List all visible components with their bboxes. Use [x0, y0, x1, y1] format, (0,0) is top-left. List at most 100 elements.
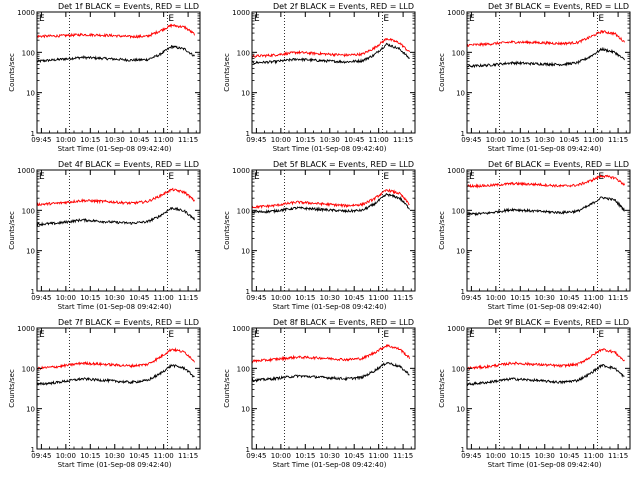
x-axis-label: Start Time (01-Sep-08 09:42:40) — [58, 145, 172, 153]
chart-title: Det 8f BLACK = Events, RED = LLD — [273, 318, 414, 327]
x-tick-label: 10:15 — [295, 136, 315, 144]
event-marker-label: E — [168, 14, 174, 24]
x-axis-label: Start Time (01-Sep-08 09:42:40) — [58, 303, 172, 311]
y-tick-label: 1 — [461, 446, 465, 454]
x-tick-label: 11:00 — [154, 136, 174, 144]
lld-series-line — [466, 174, 625, 189]
y-axis-label: Counts/sec — [223, 369, 231, 408]
x-tick-label: 10:15 — [510, 136, 530, 144]
start-marker-label: E — [39, 172, 45, 182]
x-tick-label: 10:30 — [320, 452, 340, 460]
x-tick-label: 09:45 — [461, 452, 481, 460]
x-tick-label: 10:15 — [80, 452, 100, 460]
x-axis-label: Start Time (01-Sep-08 09:42:40) — [488, 145, 602, 153]
lld-series-line — [251, 188, 410, 209]
x-tick-label: 11:00 — [369, 136, 389, 144]
y-tick-label: 100 — [237, 365, 250, 373]
chart-title: Det 1f BLACK = Events, RED = LLD — [58, 2, 199, 11]
y-tick-label: 10 — [456, 90, 465, 98]
x-tick-label: 09:45 — [31, 294, 51, 302]
y-tick-label: 10 — [241, 90, 250, 98]
plot-frame — [251, 11, 416, 134]
x-tick-label: 10:30 — [105, 294, 125, 302]
x-tick-label: 10:45 — [129, 136, 149, 144]
x-tick-label: 09:45 — [461, 294, 481, 302]
x-tick-label: 10:45 — [559, 452, 579, 460]
chart-panel: Det 5f BLACK = Events, RED = LLD E E 1 10 100… — [223, 160, 416, 311]
y-tick-label: 1000 — [447, 9, 465, 17]
y-tick-label: 100 — [452, 207, 465, 215]
y-tick-label: 1 — [246, 288, 250, 296]
x-tick-label: 10:00 — [486, 294, 506, 302]
lld-series-line — [36, 187, 195, 207]
chart-panel: Det 6f BLACK = Events, RED = LLDEE110100… — [438, 160, 631, 311]
x-tick-label: 11:15 — [178, 136, 198, 144]
event-marker-label: E — [168, 172, 174, 182]
x-tick-label: 09:45 — [461, 136, 481, 144]
y-tick-label: 100 — [237, 49, 250, 57]
y-tick-label: 1 — [461, 288, 465, 296]
x-tick-label: 10:45 — [129, 294, 149, 302]
x-tick-label: 10:15 — [510, 294, 530, 302]
y-axis-label: Counts/sec — [438, 53, 446, 92]
x-axis-label: Start Time (01-Sep-08 09:42:40) — [488, 303, 602, 311]
x-tick-label: 11:00 — [584, 294, 604, 302]
chart-title: Det 3f BLACK = Events, RED = LLD — [488, 2, 629, 11]
y-axis-label: Counts/sec — [8, 369, 16, 408]
x-tick-label: 10:30 — [320, 136, 340, 144]
events-series-line — [36, 206, 195, 227]
lld-series-line — [251, 343, 410, 364]
chart-panel: Det 3f BLACK = Events, RED = LLD E E 1 10 100… — [438, 2, 631, 153]
x-tick-label: 09:45 — [246, 452, 266, 460]
y-tick-label: 100 — [22, 49, 35, 57]
chart-panel: Det 1f BLACK = Events, RED = LLD E E 1 10 100… — [8, 2, 201, 153]
x-tick-label: 11:00 — [154, 294, 174, 302]
x-tick-label: 09:45 — [246, 294, 266, 302]
y-tick-label: 1 — [31, 446, 35, 454]
x-tick-label: 10:30 — [320, 294, 340, 302]
x-tick-label: 10:00 — [56, 452, 76, 460]
y-tick-label: 100 — [452, 49, 465, 57]
x-axis-label: Start Time (01-Sep-08 09:42:40) — [273, 303, 387, 311]
x-tick-label: 10:30 — [535, 452, 555, 460]
x-tick-label: 11:15 — [393, 136, 413, 144]
x-tick-label: 10:00 — [486, 136, 506, 144]
y-tick-label: 1 — [461, 130, 465, 138]
plot-frame — [251, 169, 416, 292]
chart-title: Det 2f BLACK = Events, RED = LLD — [273, 2, 414, 11]
chart-panel: Det 2f BLACK = Events, RED = LLD E E 1 10 100… — [223, 2, 416, 153]
y-tick-label: 1000 — [447, 167, 465, 175]
x-tick-label: 11:00 — [584, 136, 604, 144]
x-tick-label: 10:15 — [510, 452, 530, 460]
x-tick-label: 10:45 — [559, 294, 579, 302]
start-marker-label: E — [39, 14, 45, 24]
y-tick-label: 1 — [31, 288, 35, 296]
x-tick-label: 11:00 — [369, 452, 389, 460]
event-marker-label: E — [383, 330, 389, 340]
events-series-line — [466, 363, 625, 387]
y-tick-label: 10 — [241, 248, 250, 256]
lld-series-line — [36, 23, 195, 39]
events-series-line — [466, 196, 625, 217]
plot-frame — [36, 11, 201, 134]
start-marker-label: E — [254, 172, 260, 182]
x-axis-label: Start Time (01-Sep-08 09:42:40) — [58, 461, 172, 469]
event-marker-label: E — [598, 330, 604, 340]
y-tick-label: 1 — [31, 130, 35, 138]
event-marker-label: E — [383, 14, 389, 24]
event-marker-label: E — [383, 172, 389, 182]
start-marker-label: E — [254, 14, 260, 24]
x-tick-label: 10:30 — [535, 136, 555, 144]
x-tick-label: 11:15 — [608, 452, 628, 460]
x-tick-label: 10:00 — [271, 294, 291, 302]
y-tick-label: 1000 — [17, 9, 35, 17]
x-tick-label: 10:00 — [271, 136, 291, 144]
start-marker-label: E — [469, 172, 475, 182]
y-axis-label: Counts/sec — [223, 211, 231, 250]
event-marker-label: E — [598, 14, 604, 24]
x-tick-label: 10:45 — [129, 452, 149, 460]
x-axis-label: Start Time (01-Sep-08 09:42:40) — [273, 145, 387, 153]
x-tick-label: 10:45 — [344, 452, 364, 460]
events-series-line — [251, 42, 410, 65]
events-series-line — [466, 46, 625, 69]
